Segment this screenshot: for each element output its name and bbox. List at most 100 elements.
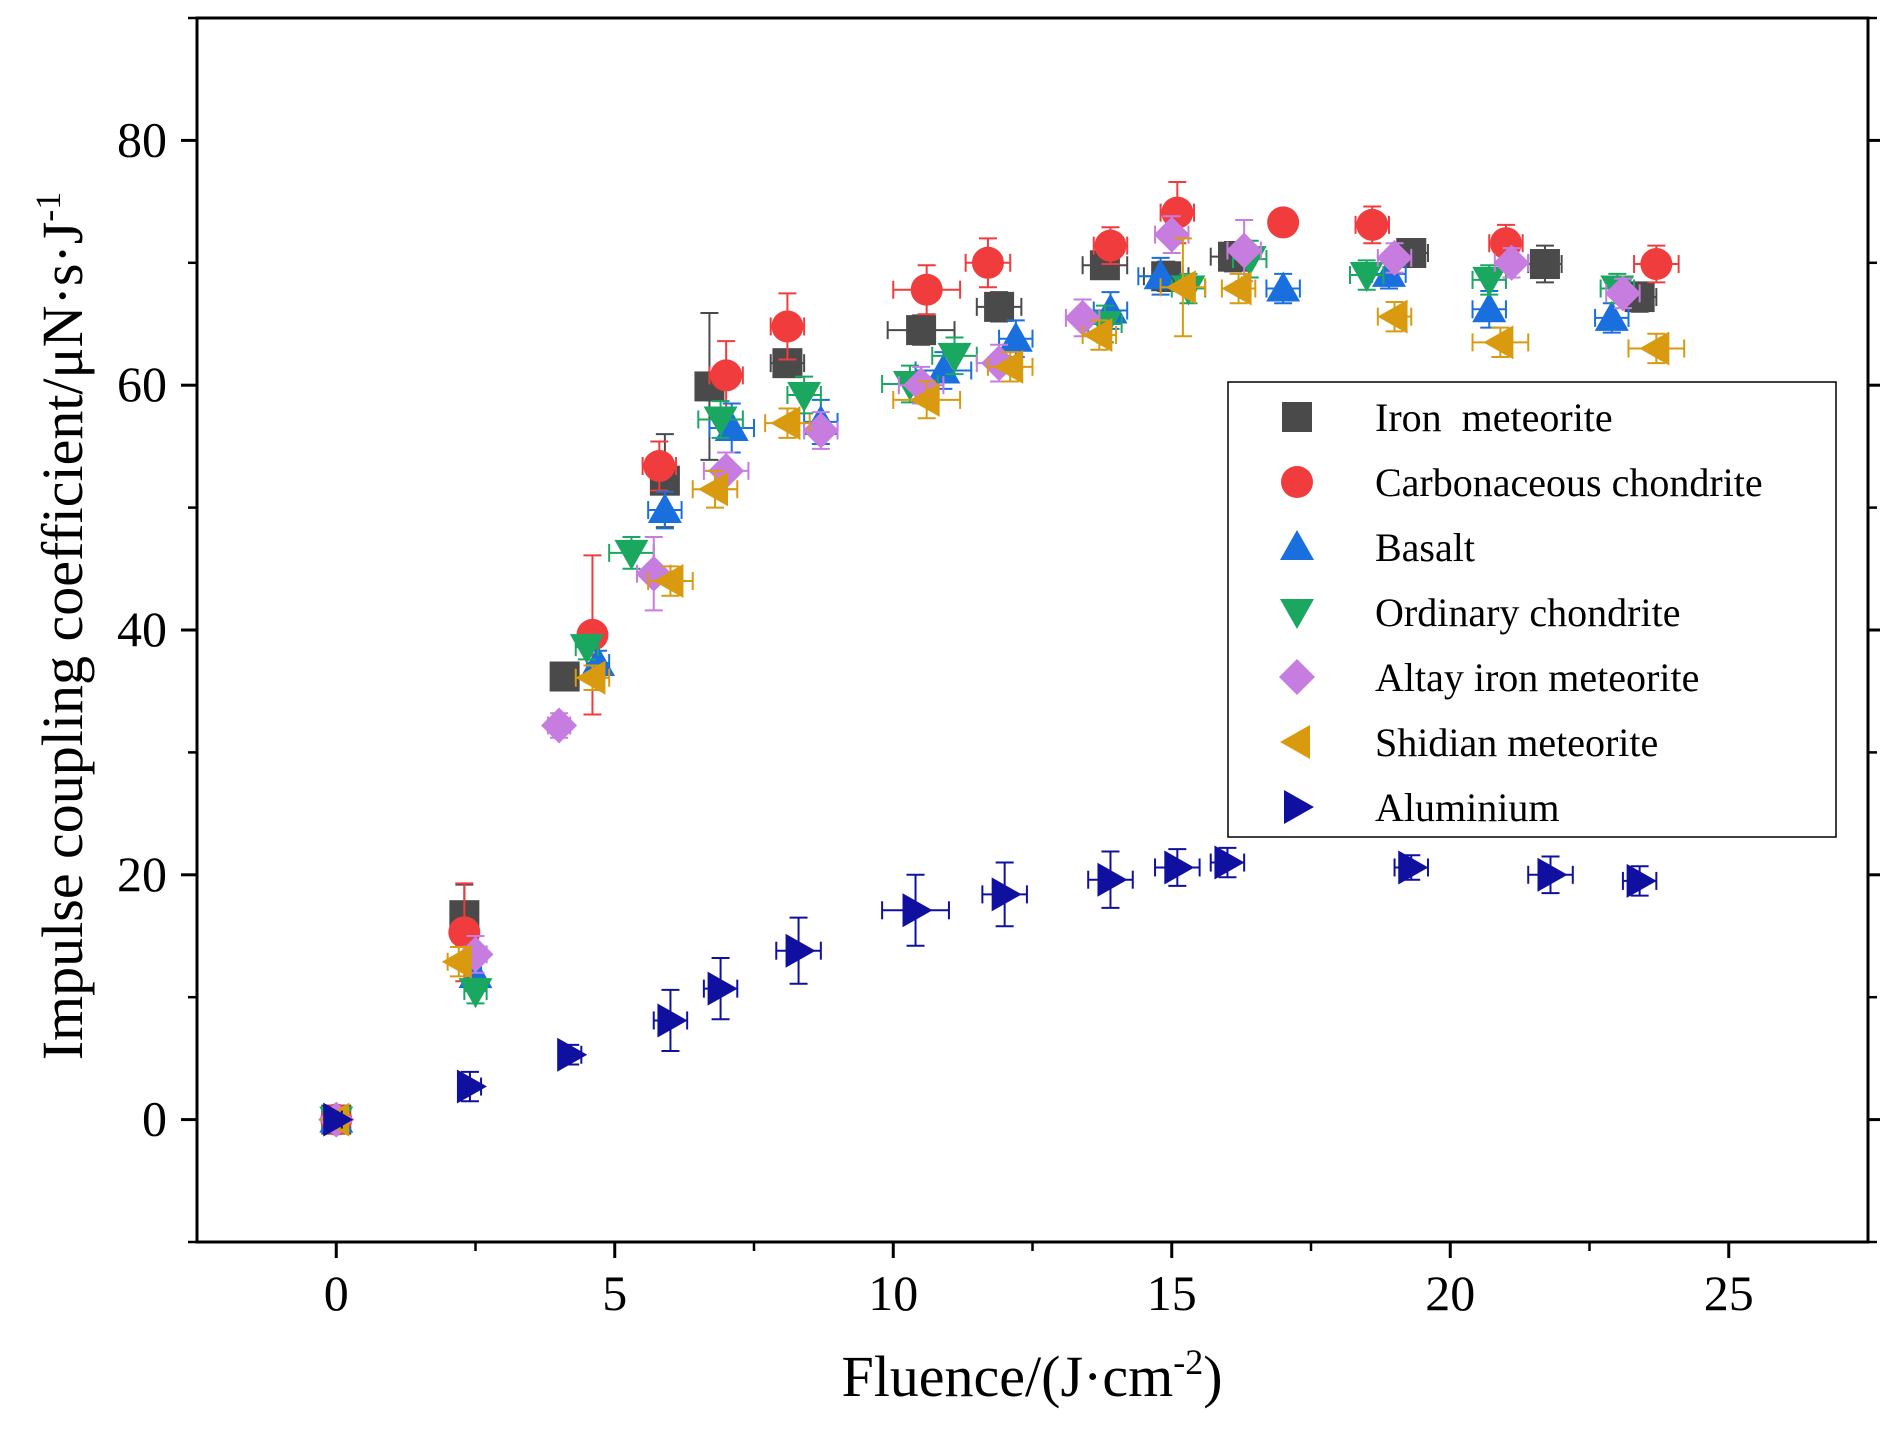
data-point bbox=[714, 411, 749, 442]
data-point bbox=[1064, 299, 1101, 336]
legend-entry: Aluminium bbox=[1284, 785, 1559, 830]
x-axis-ticks: 0 5 10 15 20 25 bbox=[324, 1242, 1754, 1321]
legend-label: Aluminium bbox=[1375, 785, 1559, 830]
data-point bbox=[1377, 299, 1408, 334]
x-tick-label: 15 bbox=[1147, 1265, 1197, 1321]
data-point bbox=[707, 971, 738, 1006]
y-tick-label: 40 bbox=[117, 601, 167, 657]
data-point bbox=[1594, 300, 1629, 331]
data-point bbox=[1640, 248, 1673, 281]
data-point bbox=[1349, 262, 1384, 293]
data-point bbox=[657, 1003, 688, 1038]
data-point bbox=[710, 359, 743, 392]
data-point bbox=[549, 661, 580, 692]
data-point bbox=[1529, 249, 1560, 280]
legend: Iron meteorite Carbonaceous chondrite Basa… bbox=[1227, 381, 1837, 838]
data-point bbox=[1639, 331, 1670, 366]
data-point bbox=[1226, 232, 1263, 269]
data-point bbox=[984, 291, 1015, 322]
legend-marker bbox=[1284, 790, 1314, 824]
data-point bbox=[910, 273, 943, 306]
y-tick-label: 60 bbox=[117, 356, 167, 412]
x-axis-title: Fluence/(J·cm-2) bbox=[841, 1342, 1222, 1409]
data-point bbox=[1267, 206, 1300, 239]
x-tick-label: 10 bbox=[868, 1265, 918, 1321]
legend-marker bbox=[1279, 659, 1315, 695]
data-point bbox=[998, 321, 1033, 352]
x-tick-label: 25 bbox=[1704, 1265, 1754, 1321]
legend-entry: Altay iron meteorite bbox=[1279, 655, 1699, 700]
data-point bbox=[926, 353, 961, 384]
data-point bbox=[557, 1037, 588, 1072]
legend-label: Iron meteorite bbox=[1375, 395, 1613, 440]
data-point bbox=[1164, 850, 1195, 885]
data-point bbox=[643, 449, 676, 482]
y-axis-ticks: 0 20 40 60 80 bbox=[117, 16, 1880, 1244]
data-point bbox=[456, 1069, 487, 1104]
data-point bbox=[1483, 325, 1514, 360]
legend-marker bbox=[1280, 725, 1310, 759]
legend-entry: Ordinary chondrite bbox=[1280, 590, 1680, 635]
data-point bbox=[647, 493, 682, 524]
data-point bbox=[323, 1102, 354, 1137]
series-layer bbox=[318, 181, 1686, 1138]
data-point bbox=[1472, 266, 1507, 297]
legend-marker bbox=[1282, 402, 1312, 432]
data-point bbox=[703, 406, 738, 437]
data-point bbox=[1626, 863, 1657, 898]
y-axis-title: Impulse coupling coefficient/μN·s·J-1 bbox=[28, 192, 95, 1061]
data-point bbox=[458, 978, 493, 1009]
legend-label: Ordinary chondrite bbox=[1375, 590, 1680, 635]
data-point bbox=[1221, 271, 1252, 306]
data-point bbox=[906, 315, 937, 346]
series-aluminium bbox=[323, 845, 1658, 1137]
data-point bbox=[698, 472, 729, 507]
legend-label: Carbonaceous chondrite bbox=[1375, 460, 1763, 505]
legend-entry: Carbonaceous chondrite bbox=[1281, 460, 1763, 505]
x-tick-label: 5 bbox=[602, 1265, 627, 1321]
series-shidian-meteorite bbox=[319, 237, 1686, 1137]
legend-label: Shidian meteorite bbox=[1375, 720, 1658, 765]
data-point bbox=[1153, 216, 1190, 253]
x-axis-title-superscript: -2 bbox=[1173, 1342, 1203, 1382]
data-point bbox=[541, 707, 578, 744]
legend-marker bbox=[1281, 466, 1313, 498]
data-point bbox=[1143, 259, 1178, 290]
y-tick-label: 80 bbox=[117, 111, 167, 167]
legend-entry: Iron meteorite bbox=[1282, 395, 1613, 440]
data-point bbox=[1537, 857, 1568, 892]
data-point bbox=[1214, 845, 1245, 880]
data-point bbox=[971, 246, 1004, 279]
data-point bbox=[909, 382, 940, 417]
data-point bbox=[575, 660, 606, 695]
data-point bbox=[614, 539, 649, 570]
legend-label: Basalt bbox=[1375, 525, 1475, 570]
data-point bbox=[1165, 270, 1196, 305]
data-point bbox=[1376, 239, 1413, 276]
y-tick-label: 0 bbox=[142, 1091, 167, 1147]
data-point bbox=[441, 944, 472, 979]
data-point bbox=[569, 634, 604, 665]
legend-entry: Shidian meteorite bbox=[1280, 720, 1658, 765]
data-point bbox=[771, 310, 804, 343]
data-point bbox=[1097, 862, 1128, 897]
data-point bbox=[993, 349, 1024, 384]
data-point bbox=[1398, 850, 1429, 885]
data-point bbox=[1356, 208, 1389, 241]
legend-marker bbox=[1280, 530, 1314, 560]
data-point bbox=[1094, 229, 1127, 262]
data-point bbox=[581, 646, 616, 677]
data-point bbox=[802, 412, 839, 449]
data-point bbox=[1472, 292, 1507, 323]
data-point bbox=[770, 406, 801, 441]
data-point bbox=[785, 933, 816, 968]
y-axis-title-superscript: -1 bbox=[28, 192, 68, 222]
data-point bbox=[991, 877, 1022, 912]
legend-marker bbox=[1280, 599, 1314, 629]
data-point bbox=[1266, 271, 1301, 302]
x-axis-title-end: ) bbox=[1203, 1344, 1222, 1409]
x-tick-label: 0 bbox=[324, 1265, 349, 1321]
legend-label: Altay iron meteorite bbox=[1375, 655, 1699, 700]
data-point bbox=[902, 893, 933, 928]
